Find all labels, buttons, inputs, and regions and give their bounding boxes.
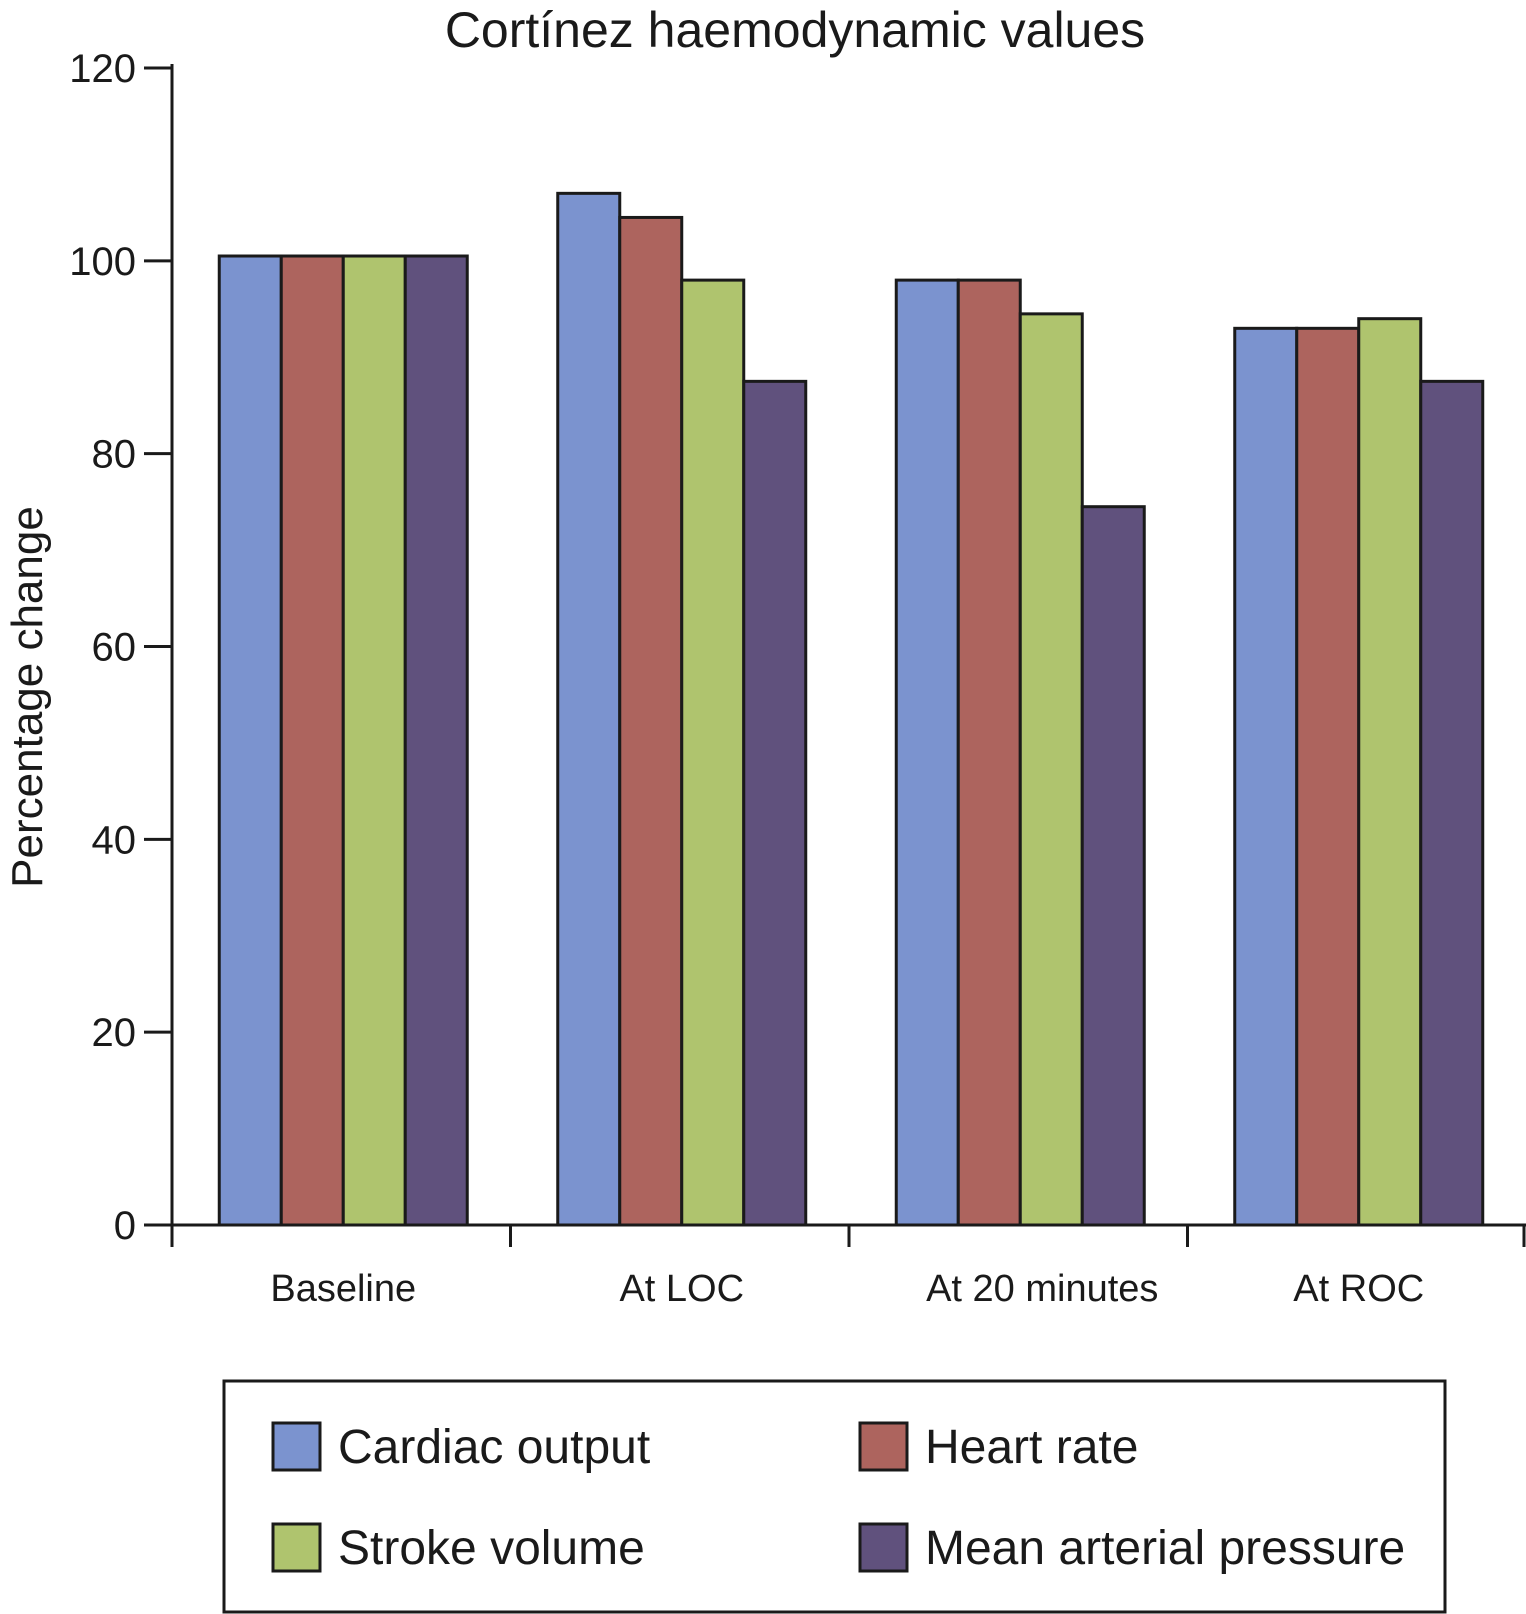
bar-cardiac-output-0 <box>217 254 283 1227</box>
bar-mean-arterial-pressure-2 <box>1080 505 1146 1227</box>
legend-swatch <box>271 1421 322 1472</box>
legend: Cardiac output Heart rate Stroke volume Mea… <box>271 1421 1405 1575</box>
x-category-label: At LOC <box>619 1268 744 1310</box>
bar-mean-arterial-pressure-1 <box>742 379 808 1227</box>
legend-label: Heart rate <box>925 1421 1138 1474</box>
x-axis-categories: Baseline At LOC At 20 minutes At ROC <box>270 1268 1424 1310</box>
y-axis-label: Percentage change <box>3 506 52 888</box>
bar-stroke-volume-1 <box>680 278 746 1227</box>
y-tick-label: 0 <box>114 1204 136 1248</box>
bar-heart-rate-2 <box>956 278 1022 1227</box>
bar-cardiac-output-1 <box>556 191 622 1227</box>
legend-swatch <box>858 1421 909 1472</box>
y-tick-label: 100 <box>69 240 136 284</box>
y-tick-label: 80 <box>92 433 137 477</box>
y-tick-label: 40 <box>92 818 137 862</box>
axes <box>170 64 1526 1247</box>
y-tick-label: 120 <box>69 47 136 91</box>
chart-title: Cortínez haemodynamic values <box>445 2 1145 58</box>
legend-label: Mean arterial pressure <box>925 1522 1405 1575</box>
y-tick-label: 60 <box>92 626 137 670</box>
bar-heart-rate-0 <box>279 254 345 1227</box>
legend-swatch <box>271 1522 322 1573</box>
bar-stroke-volume-2 <box>1018 312 1084 1227</box>
legend-swatch <box>858 1522 909 1573</box>
bar-mean-arterial-pressure-3 <box>1419 379 1485 1227</box>
x-category-label: Baseline <box>270 1268 416 1310</box>
bar-heart-rate-3 <box>1295 326 1361 1227</box>
bar-cardiac-output-3 <box>1233 326 1299 1227</box>
legend-box <box>222 1379 1447 1614</box>
y-axis-ticks: 0 20 40 60 80 100 120 <box>69 47 172 1248</box>
bar-heart-rate-1 <box>618 215 684 1227</box>
legend-label: Stroke volume <box>338 1522 645 1575</box>
y-tick-label: 20 <box>92 1011 137 1055</box>
bar-mean-arterial-pressure-0 <box>403 254 469 1227</box>
x-category-label: At 20 minutes <box>926 1268 1158 1310</box>
bars <box>217 191 1485 1227</box>
legend-label: Cardiac output <box>338 1421 650 1474</box>
x-category-label: At ROC <box>1293 1268 1424 1310</box>
bar-stroke-volume-0 <box>341 254 407 1227</box>
bar-cardiac-output-2 <box>894 278 960 1227</box>
bar-stroke-volume-3 <box>1357 317 1423 1227</box>
